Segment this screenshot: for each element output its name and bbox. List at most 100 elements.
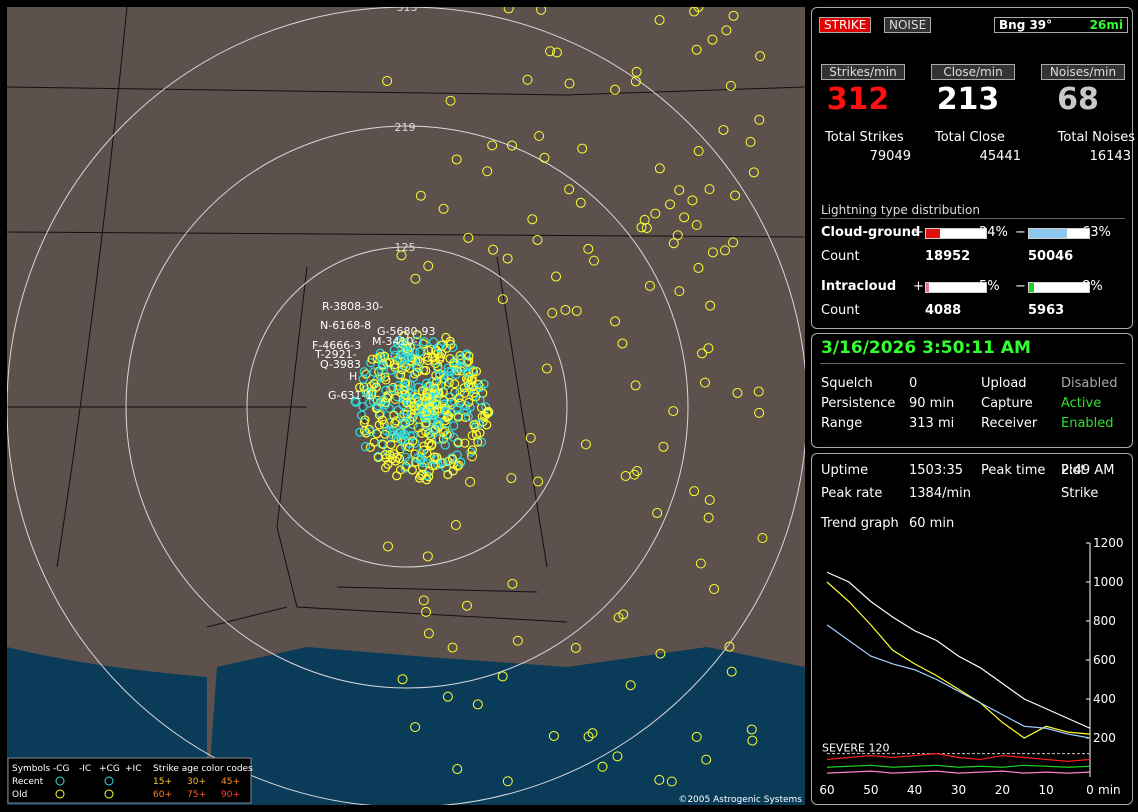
strike: [418, 458, 428, 468]
x-tick-label: 60: [819, 783, 834, 797]
strike: [719, 245, 730, 256]
strike: [618, 609, 629, 620]
y-tick-label: 800: [1093, 614, 1116, 628]
strike: [497, 671, 508, 682]
strike: [703, 512, 714, 523]
status-field: Receiver: [981, 416, 1038, 431]
strike: [421, 418, 431, 428]
pct-bar: [1028, 228, 1090, 239]
strike: [397, 435, 407, 445]
strike: [610, 316, 621, 327]
strike: [461, 600, 472, 611]
status-field: 0: [909, 376, 918, 391]
strike: [726, 666, 737, 677]
strike: [536, 7, 547, 15]
noise-button[interactable]: NOISE: [884, 17, 932, 33]
strike: [548, 730, 559, 741]
x-unit: min: [1098, 783, 1121, 797]
strike: [418, 595, 429, 606]
strike: [445, 95, 456, 106]
legend-text: +CG: [99, 764, 120, 774]
stat-field: Uptime: [821, 463, 869, 478]
strike: [387, 454, 397, 464]
strike: [464, 397, 474, 407]
strike: [697, 348, 708, 359]
strike: [390, 418, 400, 428]
strike: [721, 25, 732, 36]
trend-graph: 200 400 600 800 1000 1200 60 50 40 30 20 10 0 min SEVE…: [819, 536, 1124, 797]
strike: [412, 367, 422, 377]
strike: [376, 371, 386, 382]
strike: [396, 250, 407, 261]
strike: [396, 370, 406, 380]
strike: [386, 384, 396, 394]
strike: [419, 337, 429, 347]
strike: [417, 386, 427, 396]
strike: [422, 407, 432, 417]
sign: +: [913, 279, 924, 294]
strike: [630, 380, 641, 391]
strike: [421, 378, 432, 389]
strike: [755, 51, 766, 62]
strike: [609, 84, 620, 95]
strike-label: H: [349, 370, 357, 383]
total-label: Total Strikes: [825, 130, 904, 145]
pct-fill: [926, 229, 941, 238]
strike: [366, 427, 376, 437]
count: 5963: [1028, 303, 1065, 318]
counts-panel: STRIKE NOISE Bng 39° 26mi Strikes/min 312 T…: [811, 7, 1135, 329]
x-tick-label: 0: [1086, 783, 1094, 797]
strike: [374, 420, 384, 430]
strike: [423, 352, 433, 362]
rate-value: 68: [1057, 82, 1099, 117]
count-label: Count: [821, 249, 860, 264]
strike: [408, 436, 418, 446]
strike: [451, 154, 462, 165]
y-tick-label: 400: [1093, 692, 1116, 706]
strike: [547, 307, 558, 318]
strike: [355, 427, 365, 437]
strike: [416, 448, 426, 458]
strike: [360, 441, 371, 452]
stat-field: Strike: [1061, 486, 1099, 501]
strike: [365, 442, 376, 452]
pct-bar: [925, 228, 987, 239]
strike: [452, 405, 462, 415]
legend-text: +IC: [125, 764, 141, 774]
strike: [453, 412, 463, 422]
strike: [467, 445, 477, 455]
y-tick-label: 1200: [1093, 536, 1124, 550]
ring-label: 219: [395, 121, 416, 134]
strike: [433, 416, 443, 427]
strike: [450, 356, 460, 366]
strike: [440, 440, 450, 450]
pct: 8%: [1082, 279, 1103, 294]
strike: [398, 381, 408, 392]
strike: [551, 271, 562, 282]
strike: [468, 367, 479, 377]
threshold-label: SEVERE 120: [822, 742, 890, 755]
total-label: Total Close: [935, 130, 1005, 145]
strike-label: F-4666-3: [312, 339, 361, 352]
strike: [452, 366, 462, 376]
strike: [367, 354, 377, 364]
strike: [434, 343, 444, 353]
strike: [421, 458, 432, 468]
stat-label: Trend graph: [821, 516, 899, 531]
strike: [757, 532, 768, 543]
strike: [428, 386, 438, 396]
strike: [369, 367, 379, 377]
strike: [693, 7, 704, 13]
legend-text: 75+: [187, 790, 206, 800]
strike: [414, 473, 425, 483]
strike: [469, 420, 479, 430]
strike: [463, 367, 473, 377]
strike: [443, 367, 453, 377]
strike: [401, 378, 411, 389]
strike-button[interactable]: STRIKE: [819, 17, 872, 33]
strike: [436, 458, 447, 469]
strike: [410, 273, 421, 284]
strike: [534, 131, 545, 142]
strike: [747, 735, 758, 746]
stat-field: 2:49 AM: [1061, 463, 1115, 478]
